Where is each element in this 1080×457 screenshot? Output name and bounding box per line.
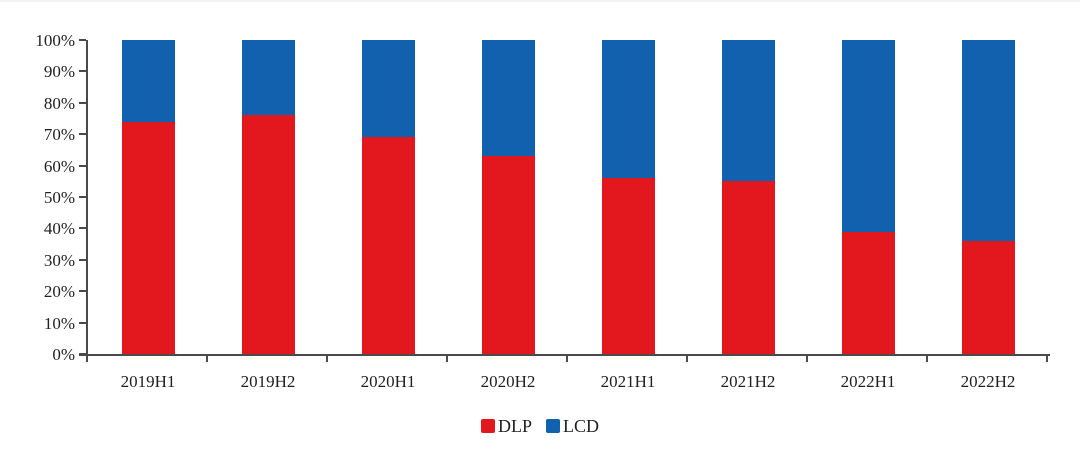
y-axis-tick	[79, 164, 86, 167]
x-axis-tick	[686, 354, 688, 362]
x-tick-label: 2019H2	[240, 372, 296, 391]
bar-segment-lcd-2021H1	[601, 40, 655, 179]
x-axis-tick	[566, 354, 568, 362]
y-tick-label: 60%	[43, 156, 75, 176]
y-axis-tick	[79, 101, 86, 104]
legend-swatch-dlp	[480, 419, 495, 433]
legend-label-lcd: LCD	[563, 416, 599, 436]
bar-segment-dlp-2022H1	[841, 231, 895, 354]
y-axis-tick	[79, 196, 86, 198]
bar-segment-dlp-2019H1	[121, 121, 175, 354]
y-axis-tick	[79, 133, 86, 136]
y-tick-label: 50%	[43, 188, 75, 207]
y-axis-line	[86, 40, 88, 356]
bar-2022H2	[961, 40, 1015, 354]
y-axis-tick	[79, 70, 86, 73]
x-tick-label: 2022H1	[840, 372, 896, 391]
x-tick-label: 2021H1	[600, 372, 656, 391]
legend-swatch-lcd	[546, 419, 560, 433]
bar-segment-lcd-2022H1	[841, 40, 895, 232]
x-axis-tick	[86, 354, 88, 362]
bar-2020H2	[481, 40, 535, 354]
bar-segment-dlp-2022H2	[961, 240, 1015, 354]
y-tick-label: 0%	[52, 345, 75, 364]
bar-segment-lcd-2021H2	[721, 40, 775, 182]
y-axis-tick	[79, 39, 86, 41]
x-axis-tick	[926, 354, 928, 362]
y-tick-label: 90%	[43, 62, 75, 82]
legend-item-lcd: LCD	[546, 417, 599, 435]
x-axis-tick	[806, 354, 808, 362]
bar-2022H1	[841, 40, 895, 354]
y-axis-tick	[79, 353, 86, 355]
bar-segment-lcd-2020H2	[481, 40, 535, 157]
bar-segment-dlp-2021H1	[601, 178, 655, 354]
y-axis-tick	[79, 227, 86, 230]
chart-legend: DLP LCD	[0, 417, 1080, 435]
legend-item-dlp: DLP	[480, 416, 532, 436]
bar-2019H2	[241, 40, 295, 354]
x-axis-tick	[1046, 354, 1048, 362]
x-axis-tick	[326, 354, 328, 362]
bar-2019H1	[121, 40, 175, 354]
y-tick-label: 20%	[43, 282, 75, 302]
y-tick-label: 30%	[43, 250, 75, 270]
y-axis-tick	[79, 290, 86, 293]
x-tick-label: 2019H1	[120, 372, 176, 391]
bar-2021H2	[721, 40, 775, 354]
bar-2021H1	[601, 40, 655, 354]
y-axis-tick	[79, 258, 86, 261]
bar-segment-lcd-2020H1	[361, 40, 415, 138]
bar-segment-dlp-2020H2	[481, 156, 535, 354]
bar-segment-lcd-2022H2	[961, 40, 1015, 241]
x-tick-label: 2022H2	[960, 372, 1016, 391]
x-tick-label: 2021H2	[720, 372, 776, 391]
bar-segment-dlp-2019H2	[241, 115, 295, 354]
x-axis-tick	[446, 354, 448, 362]
x-axis-tick	[206, 354, 208, 362]
y-axis-tick	[79, 321, 86, 324]
bar-segment-lcd-2019H2	[241, 40, 295, 116]
y-tick-label: 80%	[43, 93, 75, 113]
bar-segment-lcd-2019H1	[121, 40, 175, 122]
y-tick-label: 100%	[35, 31, 75, 50]
y-tick-label: 40%	[43, 219, 75, 239]
y-tick-label: 10%	[43, 313, 75, 333]
bar-segment-dlp-2021H2	[721, 181, 775, 354]
y-tick-label: 70%	[43, 125, 75, 145]
x-axis-line	[79, 354, 1050, 356]
bar-segment-dlp-2020H1	[361, 137, 415, 354]
legend-label-dlp: DLP	[497, 416, 532, 436]
bar-2020H1	[361, 40, 415, 354]
x-tick-label: 2020H2	[480, 372, 536, 391]
x-tick-label: 2020H1	[360, 372, 416, 391]
